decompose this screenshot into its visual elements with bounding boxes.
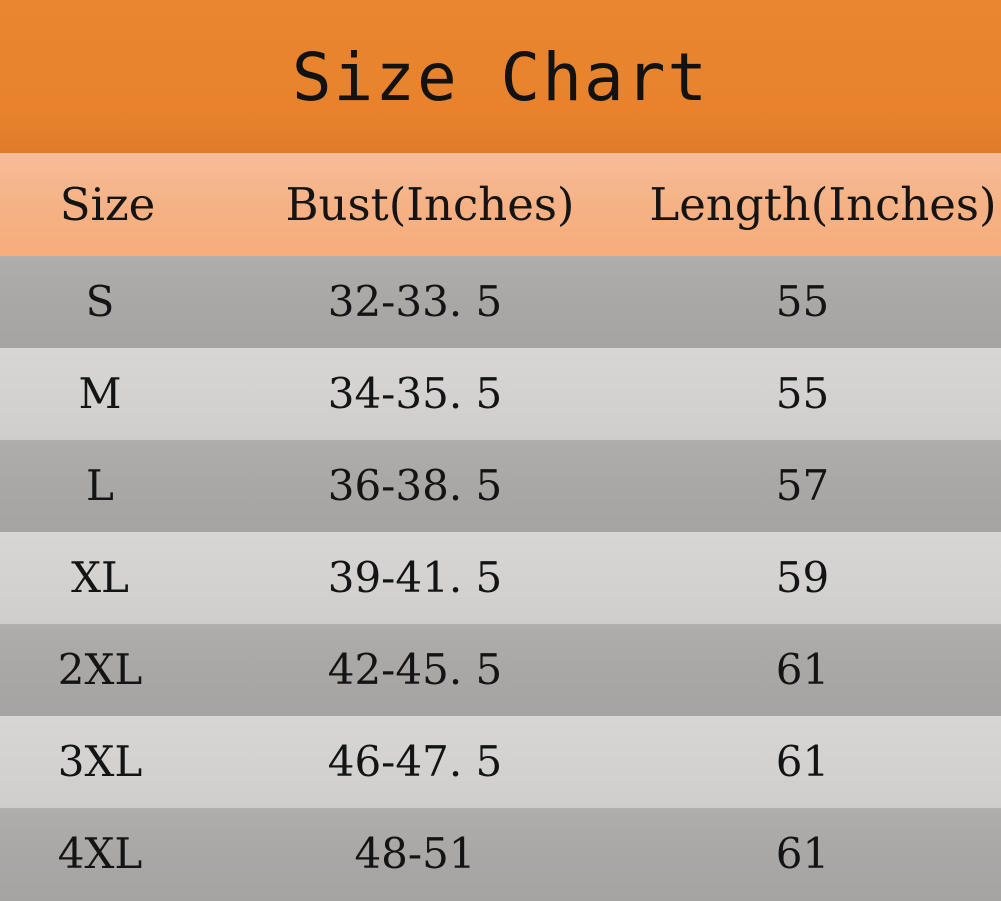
cell-size: S	[85, 277, 115, 326]
table-row: 2XL 42-45. 5 61	[0, 624, 1001, 716]
table-row: L 36-38. 5 57	[0, 440, 1001, 532]
cell-size: 4XL	[57, 829, 143, 878]
cell-length: 61	[775, 737, 830, 786]
page-title: Size Chart	[291, 38, 710, 116]
cell-bust: 32-33. 5	[327, 277, 503, 326]
table-row: S 32-33. 5 55	[0, 256, 1001, 348]
cell-length: 61	[775, 829, 830, 878]
cell-length: 57	[775, 461, 830, 510]
table-row: 3XL 46-47. 5 61	[0, 716, 1001, 808]
cell-length: 59	[775, 553, 830, 602]
table-row: XL 39-41. 5 59	[0, 532, 1001, 624]
column-header-bust: Bust(Inches)	[285, 178, 575, 231]
cell-bust: 46-47. 5	[327, 737, 503, 786]
cell-size: 2XL	[57, 645, 143, 694]
cell-bust: 36-38. 5	[327, 461, 503, 510]
cell-size: XL	[71, 553, 129, 602]
cell-length: 55	[775, 277, 830, 326]
table-body: S 32-33. 5 55 M 34-35. 5 55 L 36-38. 5 5…	[0, 256, 1001, 901]
cell-bust: 48-51	[354, 829, 476, 878]
column-header-size: Size	[59, 178, 156, 231]
cell-length: 55	[775, 369, 830, 418]
table-header-row: Size Bust(Inches) Length(Inches)	[0, 153, 1001, 256]
cell-length: 61	[775, 645, 830, 694]
table-row: M 34-35. 5 55	[0, 348, 1001, 440]
column-header-length: Length(Inches)	[649, 178, 997, 231]
cell-bust: 42-45. 5	[327, 645, 503, 694]
table-row: 4XL 48-51 61	[0, 808, 1001, 901]
cell-bust: 34-35. 5	[327, 369, 503, 418]
title-banner: Size Chart	[0, 0, 1001, 153]
cell-size: L	[86, 461, 114, 510]
cell-size: 3XL	[57, 737, 143, 786]
cell-bust: 39-41. 5	[327, 553, 503, 602]
cell-size: M	[78, 369, 122, 418]
